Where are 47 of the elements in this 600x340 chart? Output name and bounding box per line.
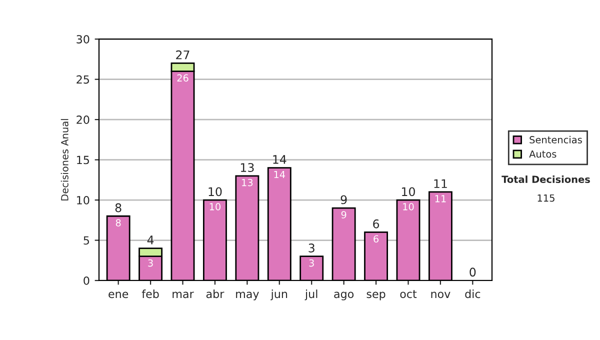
total-label: 11 xyxy=(434,179,447,188)
x-tick-label: may xyxy=(236,292,259,300)
total-label: 14 xyxy=(273,155,286,164)
x-tick-label: abr xyxy=(206,290,224,298)
data-label: 6 xyxy=(374,235,379,243)
total-label: 0 xyxy=(470,268,476,277)
y-tick-label: 0 xyxy=(84,276,90,285)
x-tick-label: jul xyxy=(304,290,318,300)
total-label: 6 xyxy=(373,219,380,228)
total-label: 10 xyxy=(208,187,222,196)
total-label: 27 xyxy=(176,50,190,60)
x-tick-label: oct xyxy=(400,290,417,298)
x-tick-label: ago xyxy=(334,292,354,300)
data-label: 9 xyxy=(341,211,346,218)
data-label: 8 xyxy=(116,219,121,226)
y-axis-title: Decisiones Anual xyxy=(60,119,68,200)
data-label: 3 xyxy=(148,259,153,267)
total-label: 8 xyxy=(115,203,122,212)
x-tick-label: dic xyxy=(465,290,480,298)
x-tick-label: mar xyxy=(172,292,194,298)
x-tick-label: nov xyxy=(431,292,450,298)
data-label: 14 xyxy=(274,170,286,178)
data-label: 10 xyxy=(403,203,414,210)
y-tick-label: 10 xyxy=(77,196,90,204)
total-label: 4 xyxy=(147,236,154,244)
x-tick-label: jun xyxy=(270,290,288,300)
legend-label: Sentencias xyxy=(530,136,582,144)
legend-label: Autos xyxy=(529,150,556,158)
y-tick-label: 25 xyxy=(76,75,89,84)
data-label: 26 xyxy=(177,74,188,82)
y-tick-label: 30 xyxy=(76,35,90,44)
y-tick-label: 5 xyxy=(84,236,89,245)
data-label: 3 xyxy=(309,259,314,267)
text: 115 xyxy=(538,194,554,202)
data-label: 13 xyxy=(242,178,253,186)
total-label: 10 xyxy=(402,187,415,196)
x-tick-label: ene xyxy=(108,292,128,298)
total-label: 9 xyxy=(340,195,347,204)
y-tick-label: 15 xyxy=(77,156,89,164)
y-tick-label: 20 xyxy=(76,116,90,124)
data-label: 10 xyxy=(210,203,221,210)
x-tick-label: feb xyxy=(142,290,159,298)
data-label: 11 xyxy=(435,195,446,202)
text: Total Decisiones xyxy=(502,175,590,184)
total-label: 13 xyxy=(240,163,254,172)
x-tick-label: sep xyxy=(366,292,386,300)
total-label: 3 xyxy=(308,244,314,252)
